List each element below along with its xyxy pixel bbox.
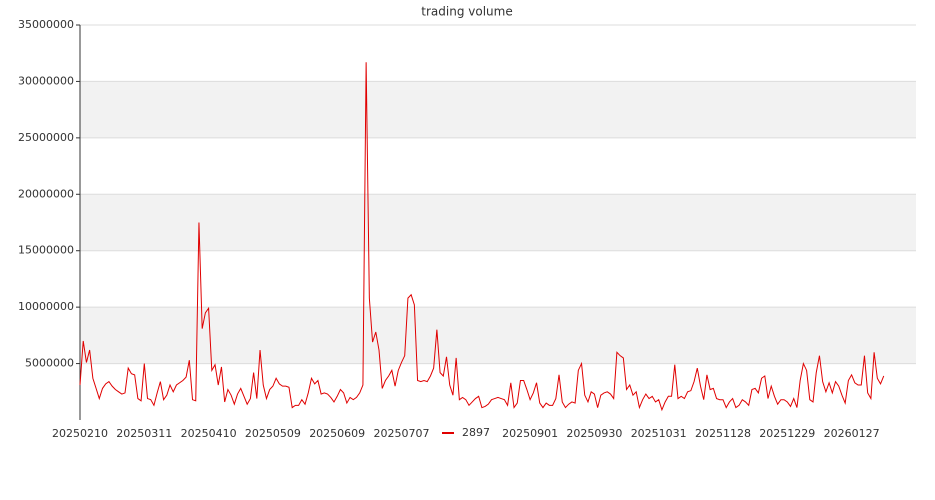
y-tick-label: 30000000 xyxy=(18,74,74,87)
line-series xyxy=(79,62,885,412)
y-tick-label: 5000000 xyxy=(25,357,74,370)
y-tick-label: 25000000 xyxy=(18,131,74,144)
chart-title: trading volume xyxy=(421,5,512,19)
x-tick-label: 20251229 xyxy=(759,427,815,440)
x-tick-label: 20250210 xyxy=(52,427,108,440)
x-tick-label: 20251128 xyxy=(695,427,751,440)
y-tick-label: 10000000 xyxy=(18,300,74,313)
x-tick-label: 20250509 xyxy=(245,427,301,440)
y-tick-label: 35000000 xyxy=(18,18,74,31)
y-tick-label: 20000000 xyxy=(18,187,74,200)
x-tick-label: 20251031 xyxy=(631,427,687,440)
x-tick-label: 20250930 xyxy=(566,427,622,440)
x-tick-label: 20250311 xyxy=(116,427,172,440)
x-tick-label: 20250410 xyxy=(181,427,237,440)
grid-band xyxy=(80,194,916,251)
x-tick-label: 20250707 xyxy=(374,427,430,440)
x-tick-label: 20260127 xyxy=(824,427,880,440)
x-tick-label: 20250609 xyxy=(309,427,365,440)
grid-band xyxy=(80,307,916,364)
y-tick-label: 15000000 xyxy=(18,244,74,257)
legend-label: 2897 xyxy=(462,426,490,439)
legend-background xyxy=(438,425,494,441)
x-tick-label: 20250901 xyxy=(502,427,558,440)
grid-band xyxy=(80,81,916,138)
